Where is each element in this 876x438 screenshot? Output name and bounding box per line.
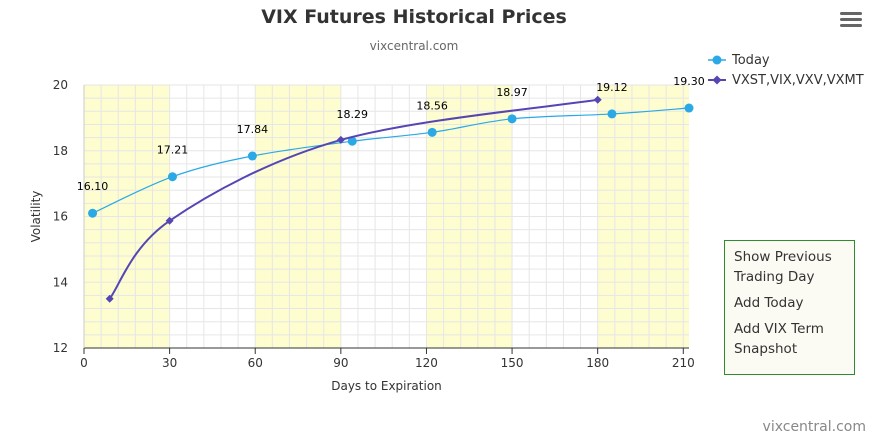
add-today-button[interactable]: Add Today xyxy=(734,295,804,311)
legend-item-today[interactable]: Today xyxy=(706,50,864,70)
y-tick-label: 16 xyxy=(53,210,68,224)
chart-title: VIX Futures Historical Prices xyxy=(261,6,567,28)
series-0-point xyxy=(247,151,257,161)
x-tick-label: 210 xyxy=(672,356,695,370)
chart-subtitle: vixcentral.com xyxy=(369,39,459,53)
series-0-point xyxy=(427,127,437,137)
series-1-point xyxy=(105,294,114,303)
x-tick-label: 0 xyxy=(80,356,88,370)
series-1-point xyxy=(336,135,345,144)
y-tick-label: 18 xyxy=(53,144,68,158)
legend-symbol-vix-term xyxy=(708,75,726,85)
series-0-point xyxy=(507,114,517,124)
data-label: 17.21 xyxy=(157,144,189,157)
series-0-point xyxy=(347,136,357,146)
chart-options-panel: Show Previous Trading Day Add Today Add … xyxy=(724,240,855,375)
series-line-1 xyxy=(108,98,598,300)
y-tick-label: 20 xyxy=(53,78,68,92)
show-previous-day-button[interactable]: Show Previous Trading Day xyxy=(734,249,832,285)
x-tick-label: 90 xyxy=(333,356,348,370)
data-label: 18.29 xyxy=(337,108,369,121)
series-0-point xyxy=(684,103,694,113)
y-axis-title: Volatility xyxy=(29,191,43,243)
series-1-point xyxy=(165,216,174,225)
credits-link[interactable]: vixcentral.com xyxy=(762,419,866,435)
x-tick-label: 120 xyxy=(415,356,438,370)
x-tick-label: 30 xyxy=(162,356,177,370)
x-axis-title: Days to Expiration xyxy=(331,379,442,393)
series-0-point xyxy=(88,208,98,218)
add-vix-term-button[interactable]: Add VIX Term Snapshot xyxy=(734,321,824,357)
legend-item-vix-term[interactable]: VXST,VIX,VXV,VXMT xyxy=(706,70,864,90)
series-0-point xyxy=(167,172,177,182)
data-label: 17.84 xyxy=(237,123,269,136)
data-label: 19.12 xyxy=(596,81,628,94)
hamburger-icon-bar xyxy=(840,24,862,27)
legend-symbol-today xyxy=(708,55,726,65)
data-label: 18.97 xyxy=(496,86,528,99)
context-menu-button[interactable] xyxy=(838,10,864,30)
x-tick-label: 150 xyxy=(501,356,524,370)
legend-label-today: Today xyxy=(732,52,770,68)
chart-legend: Today VXST,VIX,VXV,VXMT xyxy=(706,50,864,90)
legend-label-vix-term: VXST,VIX,VXV,VXMT xyxy=(732,72,864,88)
y-tick-label: 14 xyxy=(53,275,68,289)
x-tick-label: 60 xyxy=(248,356,263,370)
hamburger-icon-bar xyxy=(840,12,862,15)
data-label: 18.56 xyxy=(416,99,448,112)
series-1-point xyxy=(593,95,602,104)
x-tick-label: 180 xyxy=(586,356,609,370)
series-line-0 xyxy=(92,107,690,214)
y-tick-label: 12 xyxy=(53,341,68,355)
data-label: 16.10 xyxy=(77,180,109,193)
series-0-point xyxy=(607,109,617,119)
data-label: 19.30 xyxy=(673,75,705,88)
hamburger-icon-bar xyxy=(840,18,862,21)
